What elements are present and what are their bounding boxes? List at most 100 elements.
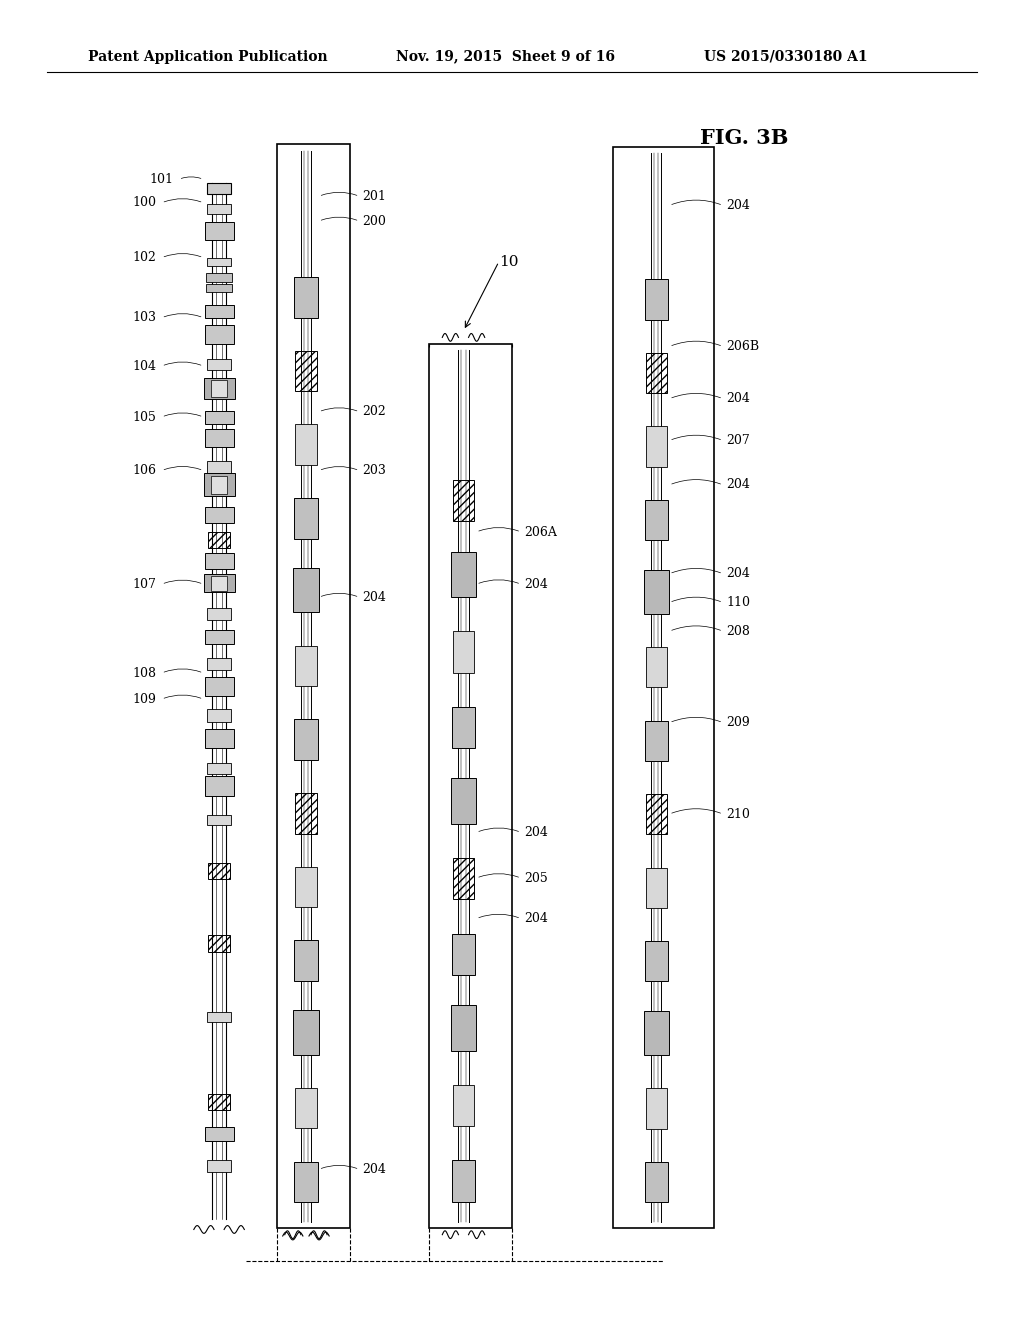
Bar [205,1127,233,1142]
Bar [644,1011,669,1055]
Bar [295,867,316,907]
Bar [207,1160,231,1172]
Text: 106: 106 [132,465,157,477]
Text: 202: 202 [362,405,386,418]
Text: 205: 205 [524,871,548,884]
Text: 108: 108 [132,667,157,680]
Text: 208: 208 [726,624,750,638]
Bar [205,677,233,696]
Bar [294,940,317,981]
Text: 207: 207 [726,434,750,447]
Bar [294,498,317,539]
Bar [276,144,350,1228]
Bar [207,1012,231,1022]
Bar [295,793,316,833]
Text: 102: 102 [132,251,157,264]
Text: 104: 104 [132,359,157,372]
Bar [294,1162,317,1203]
Bar [451,779,476,824]
Bar [453,479,474,521]
Bar [613,147,714,1228]
Bar [451,1006,476,1051]
Bar [295,351,316,391]
Bar [452,1160,475,1203]
Bar [207,657,231,671]
Text: FIG. 3B: FIG. 3B [700,128,788,148]
Bar [208,863,230,879]
Bar [207,609,231,620]
Bar [205,729,233,747]
Bar [294,277,317,318]
Bar [207,814,231,825]
Bar [211,475,227,494]
Bar [205,507,233,523]
Bar [295,425,316,465]
Bar [294,719,317,760]
Bar [453,858,474,899]
Text: 201: 201 [362,190,386,203]
Bar [645,721,669,760]
Bar [205,411,233,424]
Text: 206B: 206B [726,341,759,352]
Text: 204: 204 [524,912,548,925]
Bar [293,568,318,612]
Bar [204,574,234,593]
Bar [211,380,227,396]
Bar [208,936,230,952]
Bar [208,532,230,548]
Text: 200: 200 [362,215,386,227]
Bar [205,222,233,240]
Text: 204: 204 [726,199,750,213]
Text: 10: 10 [499,255,518,269]
Text: 110: 110 [726,597,751,609]
Bar [645,352,668,393]
Bar [645,941,669,982]
Bar [645,500,669,540]
Bar [645,647,668,688]
Text: 204: 204 [726,392,750,405]
Bar [207,183,231,194]
Text: 204: 204 [726,478,750,491]
Text: 204: 204 [362,1163,386,1176]
Bar [645,280,669,319]
Text: US 2015/0330180 A1: US 2015/0330180 A1 [703,50,867,63]
Text: 103: 103 [132,312,157,325]
Bar [452,706,475,748]
Bar [451,552,476,597]
Bar [208,1094,230,1110]
Bar [205,630,233,644]
Bar [207,461,231,474]
Bar [211,576,227,590]
Bar [452,933,475,975]
Text: 210: 210 [726,808,750,821]
Text: 107: 107 [132,578,157,591]
Text: 203: 203 [362,465,386,477]
Text: 109: 109 [132,693,157,706]
Bar [207,763,231,774]
Bar [645,795,668,834]
Text: 209: 209 [726,717,750,729]
Bar [207,709,231,722]
Bar [205,429,233,447]
Bar [206,273,232,281]
Bar [295,1088,316,1129]
Bar [205,305,233,318]
Bar [204,378,234,399]
Bar [453,1085,474,1126]
Text: 204: 204 [362,591,386,603]
Bar [206,284,232,292]
Bar [295,645,316,686]
Text: 101: 101 [150,173,174,186]
Bar [205,553,233,569]
Bar [207,359,231,370]
Bar [293,1010,318,1055]
Bar [453,631,474,673]
Text: 105: 105 [132,411,157,424]
Bar [644,570,669,614]
Bar [207,205,231,214]
Text: 100: 100 [132,197,157,210]
Bar [645,1162,669,1203]
Bar [207,257,231,267]
Text: 204: 204 [524,826,548,840]
Text: Nov. 19, 2015  Sheet 9 of 16: Nov. 19, 2015 Sheet 9 of 16 [396,50,614,63]
